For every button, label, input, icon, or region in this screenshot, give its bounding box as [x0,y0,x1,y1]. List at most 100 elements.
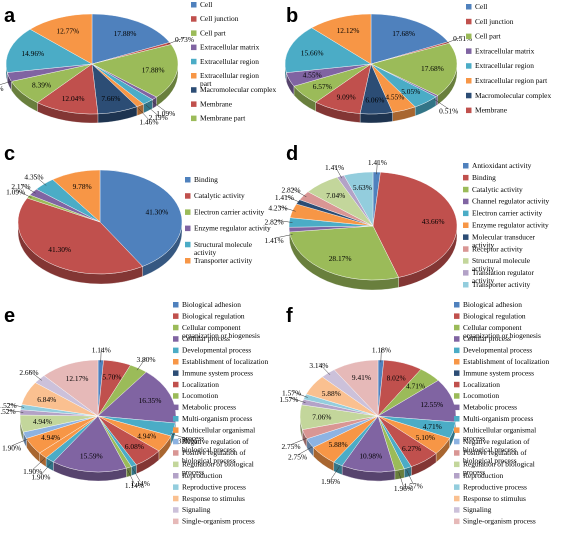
data-label: 1.09% [6,187,25,196]
legend-swatch [191,101,197,107]
data-label: 28.17% [329,254,352,263]
data-label: 5.10% [416,433,435,442]
leader-line [290,437,308,445]
pie-slice-b-10 [284,27,372,73]
data-label: 2.75% [288,453,307,462]
legend-swatch [454,404,460,411]
data-label: 1.18% [372,345,391,354]
data-label: 4.71% [423,422,442,431]
legend-swatch [191,58,197,65]
legend-swatch [466,78,472,84]
legend-swatch [454,450,460,456]
legend-swatch [454,495,460,502]
legend-label: Structural molecule activity [472,256,531,273]
legend-label: Cellular process [182,334,230,343]
legend-label: Locomotion [463,391,499,400]
data-label: 8.02% [387,373,406,382]
legend-swatch [173,370,179,376]
legend-swatch [463,270,469,276]
leader-line [376,160,378,175]
pie-slice-c-0 [99,169,183,267]
legend-label: Establishment of localization [182,357,269,366]
legend-label: Cell part [200,28,227,37]
leader-line [28,370,42,381]
legend-label: Signaling [463,505,492,514]
data-label: 41.30% [145,207,168,216]
data-label: 3.14% [309,361,328,370]
data-label: 15.59% [80,452,103,461]
data-label: 10.98% [359,451,382,460]
legend-label: Extracellular matrix [200,43,260,52]
legend-label: Negative regulation of biological process [463,437,530,454]
leader-line [445,36,463,44]
legend-swatch [466,4,472,10]
panel-letter-c: c [4,143,15,165]
data-label: 17.68% [392,29,415,38]
leader-line [274,219,293,223]
legend-label: Immune system process [463,368,534,377]
data-label: 1.90% [2,443,21,452]
leader-line [136,357,147,371]
leader-line [291,391,308,398]
pie-slice-c-1 [17,197,143,275]
pie-slice-e-9 [53,415,127,473]
legend-swatch [463,163,469,169]
pie-chart-a: 17.88% 0.73% 17.88% 1.09%2.19%1.46% 7.66% 12.… [0,13,194,126]
leader-line [132,468,141,482]
leader-line [330,466,340,480]
legend-label: Membrane [200,99,233,108]
legend-label: Reproductive process [182,482,246,491]
leader-line [145,104,159,116]
leader-line [290,187,307,198]
leader-line [380,347,382,363]
legend-swatch [463,258,469,264]
data-label: 1.57% [279,395,298,404]
legend-label: Cellular component organization or biogen… [463,323,541,340]
legend-swatch [191,87,197,93]
legend-swatch [185,241,191,248]
data-label: 12.77% [56,26,79,35]
legend-swatch [173,427,179,433]
data-label: 1.41% [275,193,294,202]
data-label: 2.19% [149,113,168,122]
legend-swatch [463,234,469,240]
panel-letter-f: f [286,305,293,327]
leader-line [6,409,24,413]
legend-swatch [466,33,472,40]
leader-line [151,101,166,112]
legend-swatch [454,324,460,331]
legend-swatch [191,73,197,79]
legend-swatch [466,18,472,25]
legend-e: Biological adhesion Biological regulation… [173,300,269,526]
data-label: 1.90% [23,467,42,476]
legend-label: Catalytic activity [472,185,523,194]
legend-b: Cell Cell junction Cell part Extracellular … [466,2,551,115]
legend-label: Locomotion [182,391,218,400]
leader-line [138,108,150,120]
legend-label: Localization [182,380,219,389]
legend-swatch [173,473,179,479]
data-label: 1.57% [282,389,301,398]
legend-swatch [173,416,179,422]
legend-label: Immune system process [182,368,253,377]
legend-swatch [185,225,191,232]
pie-slice-f-19 [333,359,379,417]
legend-d: Antioxidant activity Binding Catalytic act… [463,161,549,289]
data-label: 6.27% [402,444,421,453]
leader-line [40,462,52,475]
pie-slice-a-11 [29,13,93,65]
legend-label: Extracellular matrix [475,46,535,55]
legend-label: Biological regulation [463,311,526,320]
data-label: 2.82% [282,186,301,195]
data-label: 4.94% [33,417,52,426]
legend-label: Multi-organism process [463,414,533,423]
legend-swatch [463,198,469,205]
pie-slice-b-2 [370,43,458,96]
data-label: 12.12% [337,26,360,35]
legend-swatch [454,438,460,445]
legend-label: Antioxidant activity [472,161,532,170]
legend-swatch [173,336,179,342]
data-label: 2.75% [281,442,300,451]
data-label: 41.30% [48,245,71,254]
